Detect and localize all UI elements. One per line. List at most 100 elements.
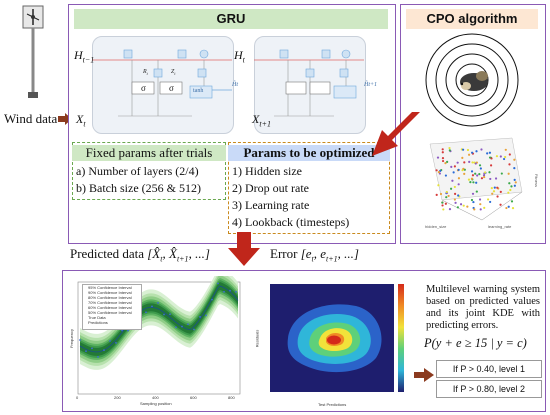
cpo-scatter-point: [513, 167, 516, 170]
cpo-scatter-point: [445, 190, 448, 194]
cpo-scatter-point: [499, 203, 502, 206]
cpo-scatter-point: [510, 200, 514, 203]
cpo-scatter-point: [504, 155, 507, 159]
cpo-scatter-point: [509, 188, 512, 192]
cpo-scatter-point: [494, 177, 498, 180]
plot1-xtick: 600: [190, 395, 197, 400]
cpo-scatter-point: [466, 148, 470, 152]
cpo-scatter-point: [462, 148, 465, 151]
warning-level-1: If P > 0.40, level 1: [436, 360, 542, 378]
cpo-scatter-point: [468, 160, 471, 163]
true-data-point: [103, 349, 105, 351]
gate-r-label: Rt: [143, 69, 148, 77]
cpo-scatter-point: [483, 206, 486, 209]
cpo-scatter-point: [441, 151, 444, 154]
cpo-scatter-point: [507, 172, 510, 175]
gru-cell-1-diagram: [92, 36, 232, 132]
cpo-scatter-point: [446, 160, 449, 163]
cpo-scatter-point: [482, 174, 486, 177]
cpo-scatter-point: [504, 148, 507, 151]
cpo-scatter-point: [471, 192, 475, 195]
kde-xlabel: Test Predictions: [318, 402, 347, 407]
opt-param-item: 4) Lookback (timesteps): [232, 215, 350, 229]
cpo-scatter-point: [508, 163, 511, 166]
cpo-scatter-point: [457, 183, 460, 186]
cpo-scatter-point: [437, 184, 440, 187]
true-data-point: [205, 314, 207, 317]
cpo-scatter-point: [499, 155, 502, 158]
cpo-scatter-point: [444, 202, 447, 205]
true-data-point: [229, 289, 231, 292]
fixed-params-title: Fixed params after trials: [72, 145, 226, 161]
cpo-scatter-point: [475, 181, 478, 184]
true-data-point: [175, 326, 177, 329]
true-data-point: [97, 355, 99, 358]
cpo-scatter-point: [510, 185, 513, 188]
gru-title: GRU: [74, 9, 388, 29]
wind-data-label: Wind data: [4, 111, 58, 126]
cell-2-out-label: Ĥt+1: [364, 82, 378, 88]
cpo-scatter-point: [513, 178, 516, 181]
cpo-scatter-point: [513, 184, 516, 187]
cpo-scatter-point: [500, 172, 503, 175]
x-t-plus-1-label: Xt+1: [252, 112, 271, 129]
true-data-point: [127, 329, 129, 332]
cpo-scatter-point: [492, 190, 496, 193]
cpo-scatter-point: [479, 167, 482, 170]
cpo-scatter-point: [480, 148, 483, 151]
cpo-scatter-point: [496, 186, 499, 189]
cpo-scatter-point: [436, 156, 440, 159]
cpo-scatter-point: [499, 190, 502, 193]
gate-sigma-1: σ: [141, 83, 146, 93]
plot1-xtick: 800: [228, 395, 235, 400]
gate-tanh: tanh: [193, 88, 204, 94]
true-data-point: [121, 329, 123, 332]
cpo-scatter-point: [469, 181, 472, 184]
cpo-rings-icon: [416, 32, 528, 128]
true-data-point: [217, 282, 219, 285]
plot1-xtick: 400: [152, 395, 159, 400]
plot1-xlabel: Sampling position: [140, 401, 172, 406]
cpo-scatter-point: [452, 171, 455, 174]
gru-cell-2-diagram: [254, 36, 364, 132]
cpo-zlabel: Fitness: [533, 174, 539, 187]
kde-ylabel: Residuals: [254, 329, 260, 348]
true-data-point: [169, 313, 171, 316]
true-data-point: [145, 311, 147, 314]
cpo-scatter-point: [473, 208, 476, 211]
x-t-label: Xt: [76, 112, 86, 129]
true-data-point: [85, 350, 87, 353]
cpo-scatter-point: [478, 173, 481, 176]
cpo-scatter-point: [447, 194, 450, 198]
cpo-scatter-point: [453, 198, 456, 201]
cpo-to-params-arrow: [372, 108, 422, 163]
cpo-scatter-point: [463, 172, 466, 175]
cpo-scatter-point: [453, 192, 457, 195]
cpo-scatter-point: [471, 174, 475, 177]
cpo-scatter-point: [450, 165, 453, 168]
cpo-scatter-point: [463, 161, 466, 164]
legend-item: 50% Confidence Interval: [88, 310, 132, 315]
wind-vane-icon: [20, 4, 46, 100]
cpo-scatter-point: [456, 161, 459, 164]
cpo-scatter-point: [495, 155, 499, 158]
cpo-scatter-point: [472, 181, 475, 184]
cpo-scatter-point: [457, 194, 460, 197]
true-data-point: [151, 305, 153, 308]
cpo-scatter-point: [462, 204, 465, 207]
confidence-band: [80, 281, 238, 356]
cell-1-out-label: Ĥt: [232, 82, 238, 88]
cpo-scatter-point: [439, 192, 443, 196]
cpo-scatter-point: [457, 177, 461, 180]
cpo-scatter-point: [474, 172, 477, 175]
true-data-point: [115, 341, 117, 344]
true-data-point: [187, 323, 189, 326]
error-label: Error [et, et+1, ...]: [270, 246, 359, 264]
cpo-scatter-point: [474, 162, 477, 165]
legend-item: 60% Confidence Interval: [88, 305, 132, 310]
true-data-point: [163, 313, 165, 316]
h-t-minus-1-label: Ht−1: [74, 48, 95, 65]
cpo-scatter-point: [454, 201, 457, 204]
cpo-scatter-point: [505, 206, 508, 210]
cpo-scatter-point: [479, 203, 482, 206]
